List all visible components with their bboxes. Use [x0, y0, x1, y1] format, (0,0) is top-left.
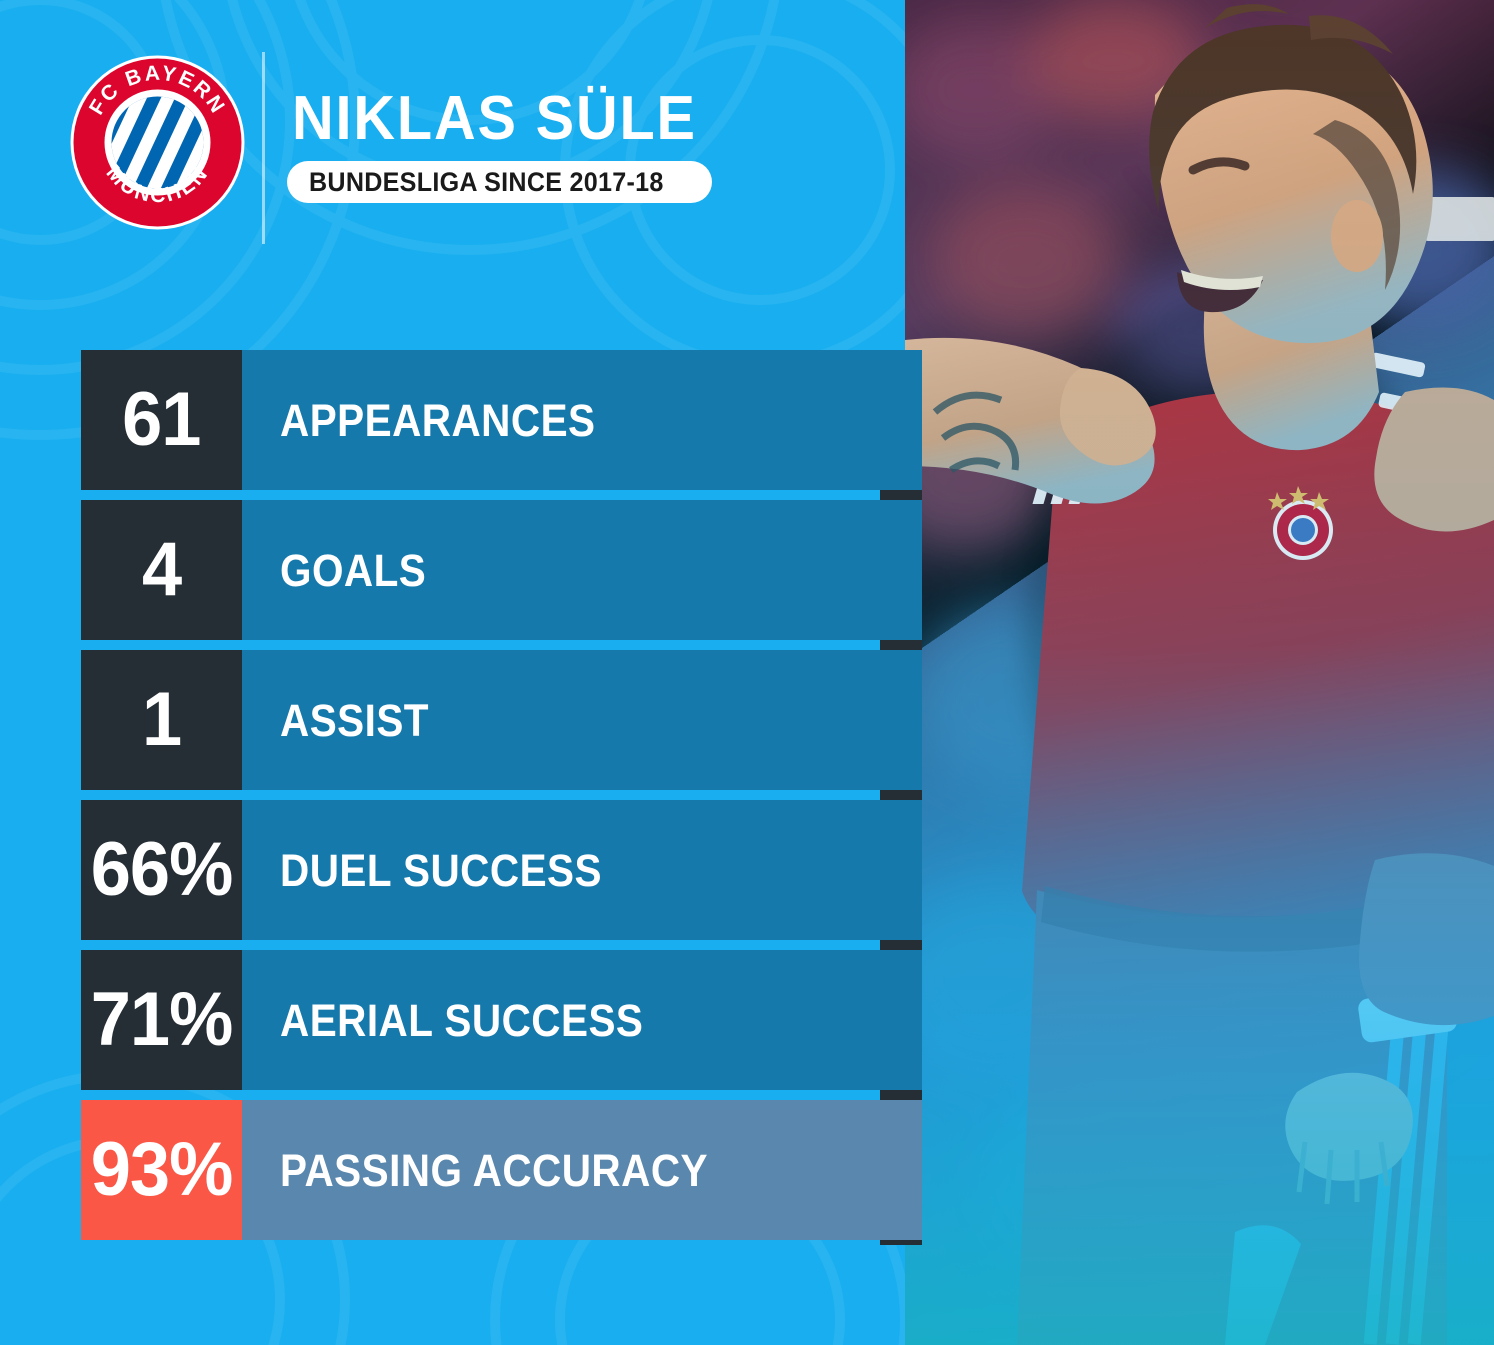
stat-label-bar: AERIAL SUCCESS — [242, 950, 922, 1090]
fc-bayern-crest-icon: FC BAYERN MÜNCHEN — [70, 55, 245, 230]
stat-value: 61 — [122, 377, 201, 462]
status-badge: BUNDESLIGA SINCE 2017-18 — [287, 161, 713, 203]
stat-label-bar: DUEL SUCCESS — [242, 800, 922, 940]
stat-row: 4 GOALS — [81, 500, 922, 640]
stat-value-box: 66% — [81, 800, 242, 940]
stat-value: 4 — [141, 527, 182, 612]
status-badge-label: BUNDESLIGA SINCE 2017-18 — [309, 166, 664, 197]
stat-value: 66% — [90, 827, 234, 912]
page-title: NIKLAS SÜLE — [292, 84, 697, 153]
stat-value-box: 61 — [81, 350, 242, 490]
stat-value: 71% — [90, 977, 234, 1062]
stat-label-bar: GOALS — [242, 500, 922, 640]
stat-label: PASSING ACCURACY — [280, 1144, 708, 1196]
stat-value-box: 4 — [81, 500, 242, 640]
stats-dark-spine — [880, 350, 922, 1245]
stats-list: 61 APPEARANCES 4 GOALS 1 ASSIST 66% — [81, 350, 922, 1245]
stat-row: 1 ASSIST — [81, 650, 922, 790]
stat-row: 66% DUEL SUCCESS — [81, 800, 922, 940]
header-divider — [262, 52, 265, 244]
stat-label-bar-highlighted: PASSING ACCURACY — [242, 1100, 922, 1240]
stat-label-bar: ASSIST — [242, 650, 922, 790]
player-photo — [905, 0, 1494, 1345]
stat-value-box: 1 — [81, 650, 242, 790]
stat-value-box: 71% — [81, 950, 242, 1090]
stat-label-bar: APPEARANCES — [242, 350, 922, 490]
stat-label: APPEARANCES — [280, 394, 596, 446]
stat-row: 61 APPEARANCES — [81, 350, 922, 490]
stat-label: DUEL SUCCESS — [280, 844, 602, 896]
header: FC BAYERN MÜNCHEN NIKLAS SÜLE BUNDESLIGA… — [0, 0, 905, 300]
stat-value: 93% — [90, 1127, 234, 1212]
stat-row-highlighted: 93% PASSING ACCURACY — [81, 1100, 922, 1240]
stat-label: GOALS — [280, 544, 427, 596]
stat-value: 1 — [141, 677, 182, 762]
stat-label: ASSIST — [280, 694, 429, 746]
stat-label: AERIAL SUCCESS — [280, 994, 644, 1046]
stat-value-box-highlighted: 93% — [81, 1100, 242, 1240]
stat-row: 71% AERIAL SUCCESS — [81, 950, 922, 1090]
